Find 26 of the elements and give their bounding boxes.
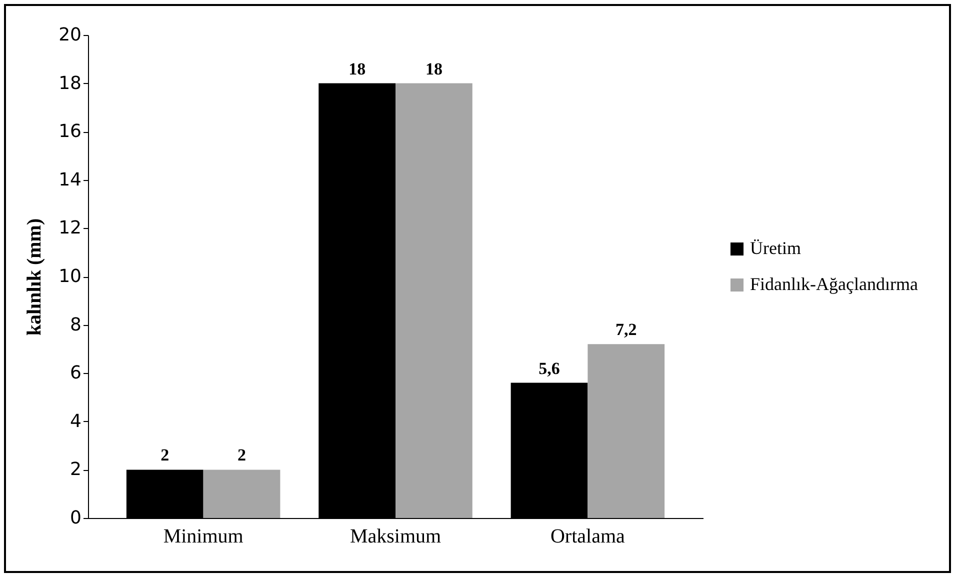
y-tick-label: 4	[70, 410, 82, 432]
y-tick-label: 20	[58, 24, 82, 46]
y-tick-label: 14	[58, 169, 82, 190]
bar	[396, 83, 472, 518]
y-tick-label: 6	[70, 362, 82, 384]
y-tick-label: 12	[58, 218, 82, 239]
y-tick-label: 18	[58, 72, 82, 94]
legend-label: Üretim	[750, 238, 801, 258]
y-tick-label: 2	[70, 459, 82, 480]
y-tick-label: 8	[70, 314, 82, 336]
y-axis-title: kalınlık (mm)	[24, 218, 46, 336]
y-tick-label: 0	[70, 508, 82, 528]
data-label: 5,6	[538, 358, 560, 378]
data-label: 7,2	[616, 320, 637, 340]
x-tick-label: Maksimum	[350, 526, 442, 548]
data-label: 2	[160, 446, 170, 465]
legend-label: Fidanlık-Ağaçlandırma	[750, 274, 918, 294]
y-tick-label: 10	[58, 266, 82, 287]
x-tick-label: Minimum	[163, 526, 244, 548]
bar	[588, 344, 665, 518]
data-label: 18	[425, 59, 442, 78]
data-label: 18	[348, 59, 366, 78]
bar	[203, 470, 280, 518]
y-tick-label: 16	[58, 121, 82, 142]
data-label: 2	[238, 446, 246, 465]
x-tick-label: Ortalama	[550, 526, 626, 548]
